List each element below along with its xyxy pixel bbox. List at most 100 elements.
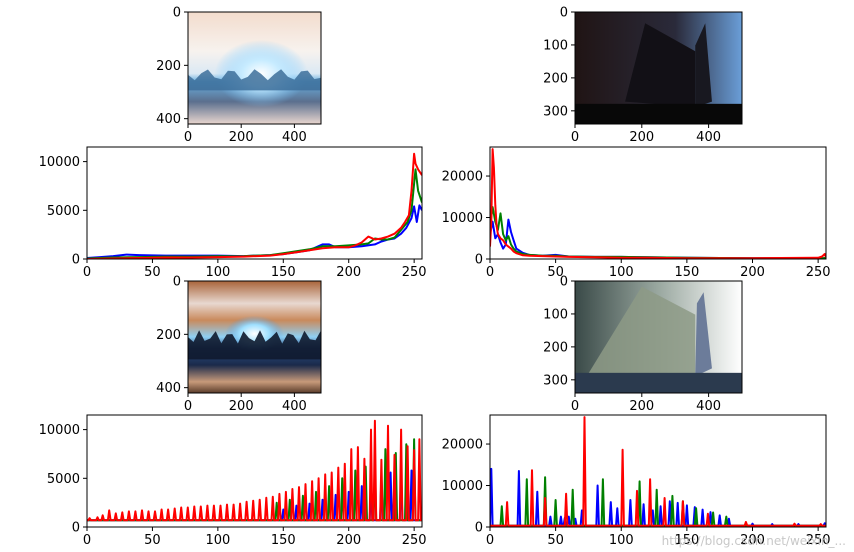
- x-tick-label: 200: [740, 533, 765, 548]
- x-tick-label: 0: [83, 265, 91, 280]
- y-tick-label: 10000: [442, 479, 483, 494]
- x-tick-label: 200: [229, 130, 254, 145]
- y-tick-label: 300: [543, 104, 568, 119]
- y-tick-label: 200: [543, 71, 568, 86]
- y-tick-label: 0: [475, 521, 483, 536]
- image-building: [625, 23, 696, 108]
- panel-6: 0 200 400 0 100 200 300: [543, 275, 743, 414]
- y-tick-label: 10000: [39, 155, 80, 170]
- x-tick-label: 200: [740, 265, 765, 280]
- y-tick-label: 20000: [442, 438, 483, 453]
- series-green: [490, 206, 826, 259]
- x-tick-label: 100: [609, 265, 634, 280]
- x-tick-label: 150: [271, 533, 296, 548]
- series-red: [490, 416, 826, 527]
- x-tick-label: 250: [402, 265, 427, 280]
- axes-frame: [86, 414, 423, 528]
- x-tick-label: 100: [609, 533, 634, 548]
- plot-area: [188, 12, 321, 124]
- y-tick-label: 5000: [47, 472, 80, 487]
- axes-frame: [86, 146, 423, 260]
- axes-frame: [489, 414, 827, 528]
- y-tick-label: 0: [72, 521, 80, 536]
- x-tick-label: 200: [629, 130, 654, 145]
- plot-area: [87, 152, 422, 259]
- panel-3: 0 50 100 150 200 250 0 5000 10000: [39, 146, 427, 280]
- x-tick-label: 0: [83, 533, 91, 548]
- x-tick-label: 100: [205, 533, 230, 548]
- y-tick-label: 400: [156, 381, 181, 396]
- panel-7: 0 50 100 150 200 250 0 5000 10000: [39, 414, 427, 548]
- y-tick-label: 100: [543, 38, 568, 53]
- x-tick-label: 150: [674, 265, 699, 280]
- y-tick-label: 20000: [442, 170, 483, 185]
- axes-frame: [187, 280, 322, 394]
- plot-area: [575, 12, 742, 124]
- axes-frame: [574, 11, 743, 125]
- x-tick-label: 100: [205, 265, 230, 280]
- series-green: [490, 476, 826, 527]
- x-tick-label: 200: [336, 533, 361, 548]
- x-tick-label: 150: [674, 533, 699, 548]
- y-tick-label: 100: [543, 307, 568, 322]
- axes-frame: [187, 11, 322, 125]
- x-tick-label: 400: [282, 130, 307, 145]
- axes-frame: [574, 280, 743, 394]
- x-tick-label: 400: [282, 399, 307, 414]
- y-tick-label: 0: [173, 275, 181, 290]
- y-tick-label: 0: [560, 6, 568, 21]
- plot-area: [87, 419, 422, 522]
- y-tick-label: 300: [543, 373, 568, 388]
- x-tick-label: 50: [144, 533, 161, 548]
- series-red: [490, 148, 826, 259]
- image-tower: [695, 292, 712, 377]
- x-tick-label: 0: [571, 130, 579, 145]
- x-tick-label: 250: [402, 533, 427, 548]
- x-tick-label: 0: [486, 265, 494, 280]
- x-tick-label: 50: [144, 265, 161, 280]
- y-tick-label: 0: [475, 253, 483, 268]
- y-tick-label: 0: [173, 6, 181, 21]
- x-tick-label: 400: [696, 399, 721, 414]
- series-red: [87, 419, 422, 522]
- axes-frame: [489, 146, 827, 260]
- image-tower: [695, 23, 712, 108]
- x-tick-label: 150: [271, 265, 296, 280]
- x-tick-label: 200: [336, 265, 361, 280]
- y-tick-label: 5000: [47, 204, 80, 219]
- y-tick-label: 200: [156, 59, 181, 74]
- panel-2: 0 200 400 0 100 200 300: [543, 6, 743, 145]
- x-tick-label: 250: [806, 533, 831, 548]
- x-tick-label: 50: [547, 533, 564, 548]
- y-tick-label: 10000: [39, 423, 80, 438]
- image-treeline: [188, 330, 321, 360]
- image-ground: [575, 103, 742, 124]
- x-tick-label: 0: [571, 399, 579, 414]
- plot-area: [575, 281, 742, 393]
- y-tick-label: 10000: [442, 211, 483, 226]
- x-tick-label: 400: [696, 130, 721, 145]
- series-line: [490, 476, 826, 527]
- series-line: [490, 416, 826, 527]
- x-tick-label: 200: [229, 399, 254, 414]
- plot-area: [188, 281, 321, 393]
- image-treeline: [188, 69, 321, 91]
- x-tick-label: 200: [629, 399, 654, 414]
- x-tick-label: 0: [184, 399, 192, 414]
- watermark-text: https://blog.csdn.net/weixin_...: [662, 534, 846, 548]
- x-tick-label: 50: [547, 265, 564, 280]
- x-tick-label: 0: [184, 130, 192, 145]
- plot-area: [490, 416, 826, 527]
- series-blue: [490, 218, 826, 259]
- x-tick-label: 0: [486, 533, 494, 548]
- image-building: [583, 286, 696, 382]
- plot-area: [490, 148, 826, 259]
- y-tick-label: 0: [560, 275, 568, 290]
- panel-4: 0 50 100 150 200 250 0 10000 20000: [442, 146, 831, 280]
- panel-8: 0 50 100 150 200 250 0 10000 20000: [442, 414, 831, 548]
- series-line: [87, 419, 422, 522]
- y-tick-label: 400: [156, 112, 181, 127]
